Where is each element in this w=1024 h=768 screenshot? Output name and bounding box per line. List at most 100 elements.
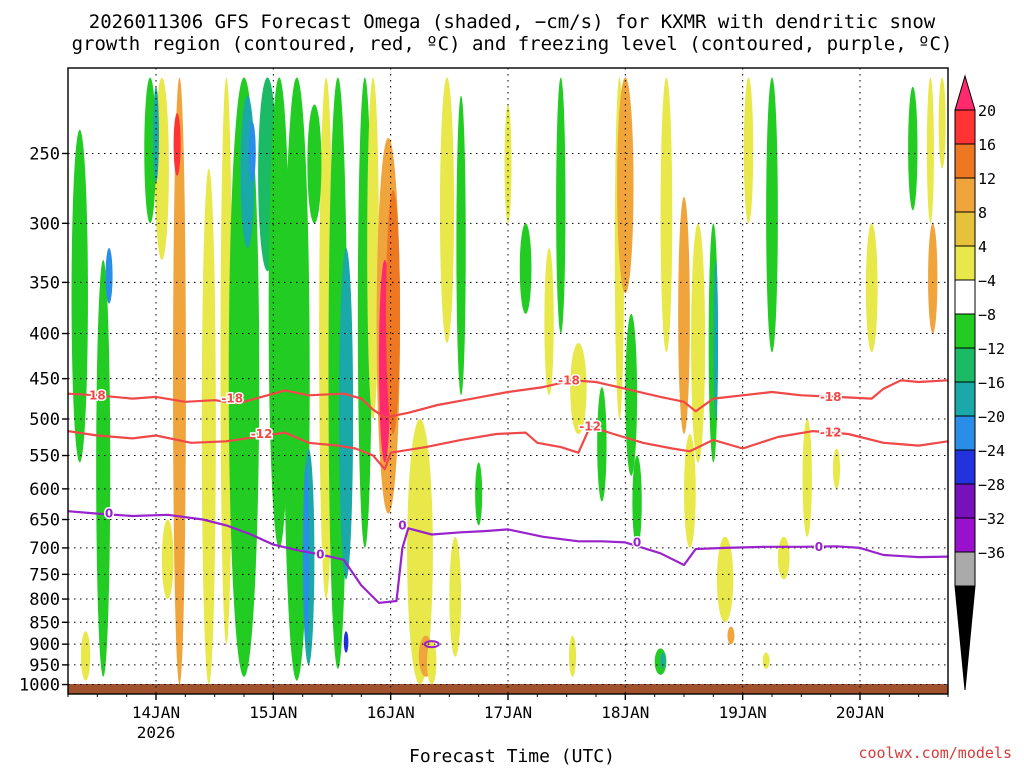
colorbar-swatch-12 <box>954 483 976 519</box>
colorbar-label-2: 12 <box>978 170 996 188</box>
omega-blob-50 <box>743 77 754 224</box>
contour-label-4: -12 <box>251 427 273 441</box>
colorbar-bottom-arrow <box>954 585 976 691</box>
colorbar-swatch-7 <box>954 313 976 349</box>
omega-blob-60 <box>307 104 322 224</box>
omega-blob-7 <box>105 248 113 304</box>
omega-blob-51 <box>766 77 778 353</box>
omega-blob-31 <box>456 95 466 396</box>
colorbar: 20 16 12 8 4 −4 −8 −12 −16 −20 −24 −28 −32 −36 <box>954 74 1005 691</box>
omega-blob-64 <box>80 631 91 681</box>
omega-blob-49 <box>727 626 735 645</box>
omega-blob-53 <box>802 419 812 537</box>
y-tick-label-350: 350 <box>29 273 60 293</box>
x-tick-label-17JAN: 17JAN <box>484 703 532 722</box>
x-tick-label-16JAN: 16JAN <box>367 703 415 722</box>
colorbar-label-13: −36 <box>978 544 1005 562</box>
x-axis: 14JAN 15JAN 16JAN 17JAN 18JAN 19JAN 20JAN 2026 <box>67 694 949 742</box>
colorbar-label-3: 8 <box>978 204 987 222</box>
contour-label-9: 0 <box>398 518 406 532</box>
contour-label-11: 0 <box>815 540 823 554</box>
contour-label-7: 0 <box>105 507 113 521</box>
omega-blob-8 <box>144 77 156 224</box>
y-tick-label-950: 950 <box>29 656 60 676</box>
y-tick-label-700: 700 <box>29 539 60 559</box>
colorbar-top-arrow <box>954 74 976 111</box>
x-tick-label-18JAN: 18JAN <box>601 703 649 722</box>
credit-text: coolwx.com/models <box>858 744 1012 762</box>
contour-label-10: 0 <box>633 535 641 549</box>
omega-blob-26 <box>385 189 401 435</box>
colorbar-swatch-2 <box>954 143 976 179</box>
y-tick-label-750: 750 <box>29 565 60 585</box>
grid-lines <box>68 68 948 694</box>
y-axis: 2503003504004505005506006507007508008509… <box>19 144 68 696</box>
omega-blob-23 <box>367 77 379 420</box>
colorbar-label-0: 20 <box>978 102 996 120</box>
omega-blob-20 <box>339 248 354 580</box>
colorbar-label-1: 16 <box>978 136 996 154</box>
y-tick-label-1000: 1000 <box>19 676 60 696</box>
contour-label-3: -18 <box>820 390 842 404</box>
omega-blob-67 <box>569 635 577 677</box>
colorbar-label-8: −16 <box>978 374 1005 392</box>
colorbar-swatch-14 <box>954 551 976 587</box>
y-tick-label-850: 850 <box>29 613 60 633</box>
colorbar-swatch-9 <box>954 381 976 417</box>
omega-shading <box>71 77 946 685</box>
colorbar-swatch-13 <box>954 517 976 553</box>
omega-blob-68 <box>762 652 770 669</box>
omega-blob-3 <box>201 168 216 685</box>
y-tick-label-650: 650 <box>29 511 60 531</box>
omega-blob-41 <box>632 455 642 548</box>
omega-blob-21 <box>343 631 349 653</box>
contour-label-8: 0 <box>316 547 324 561</box>
x-axis-label: Forecast Time (UTC) <box>409 746 615 767</box>
contour-line-0 <box>68 510 948 604</box>
omega-blob-35 <box>556 77 566 334</box>
colorbar-label-5: −4 <box>978 272 996 290</box>
y-tick-label-550: 550 <box>29 447 60 467</box>
contour-label-5: -12 <box>579 420 601 434</box>
y-tick-label-450: 450 <box>29 370 60 390</box>
contour-line--18 <box>68 379 948 419</box>
chart-title-line-2: growth region (contoured, red, ºC) and f… <box>71 33 953 55</box>
y-tick-label-900: 900 <box>29 635 60 655</box>
omega-blob-56 <box>908 86 918 211</box>
omega-blob-40 <box>625 313 638 476</box>
colorbar-swatch-4 <box>954 211 976 247</box>
x-tick-label-14JAN: 14JAN <box>132 703 180 722</box>
omega-blob-27 <box>407 419 433 685</box>
omega-blob-34 <box>544 248 554 396</box>
colorbar-swatch-6 <box>954 279 976 315</box>
colorbar-swatch-1 <box>954 109 976 145</box>
chart-title-line-1: 2026011306 GFS Forecast Omega (shaded, −… <box>88 11 936 33</box>
colorbar-label-9: −20 <box>978 408 1005 426</box>
colorbar-label-10: −24 <box>978 442 1005 460</box>
x-tick-label-19JAN: 19JAN <box>719 703 767 722</box>
ground-band <box>68 684 948 694</box>
omega-blob-43 <box>678 196 690 435</box>
colorbar-swatch-10 <box>954 415 976 451</box>
omega-blob-29 <box>439 77 455 343</box>
y-tick-label-400: 400 <box>29 325 60 345</box>
omega-blob-66 <box>161 519 174 600</box>
colorbar-swatch-11 <box>954 449 976 485</box>
temperature-contours: 18 -18 -18 -18 -12 -12 -12 0 0 0 0 0 <box>68 372 948 649</box>
omega-blob-33 <box>519 223 532 314</box>
omega-blob-4 <box>220 77 233 645</box>
y-tick-label-250: 250 <box>29 144 60 164</box>
omega-blob-12 <box>248 121 256 183</box>
omega-blob-54 <box>833 448 841 489</box>
contour-label-1: -18 <box>221 392 243 406</box>
omega-blob-37 <box>597 387 607 502</box>
colorbar-swatch-5 <box>954 245 976 281</box>
omega-blob-55 <box>865 223 878 353</box>
ground-surface <box>68 684 948 694</box>
x-year-label: 2026 <box>137 723 176 742</box>
omega-blob-5 <box>71 129 88 463</box>
omega-blob-17 <box>303 462 310 645</box>
omega-blob-2 <box>173 113 181 176</box>
y-tick-label-800: 800 <box>29 590 60 610</box>
